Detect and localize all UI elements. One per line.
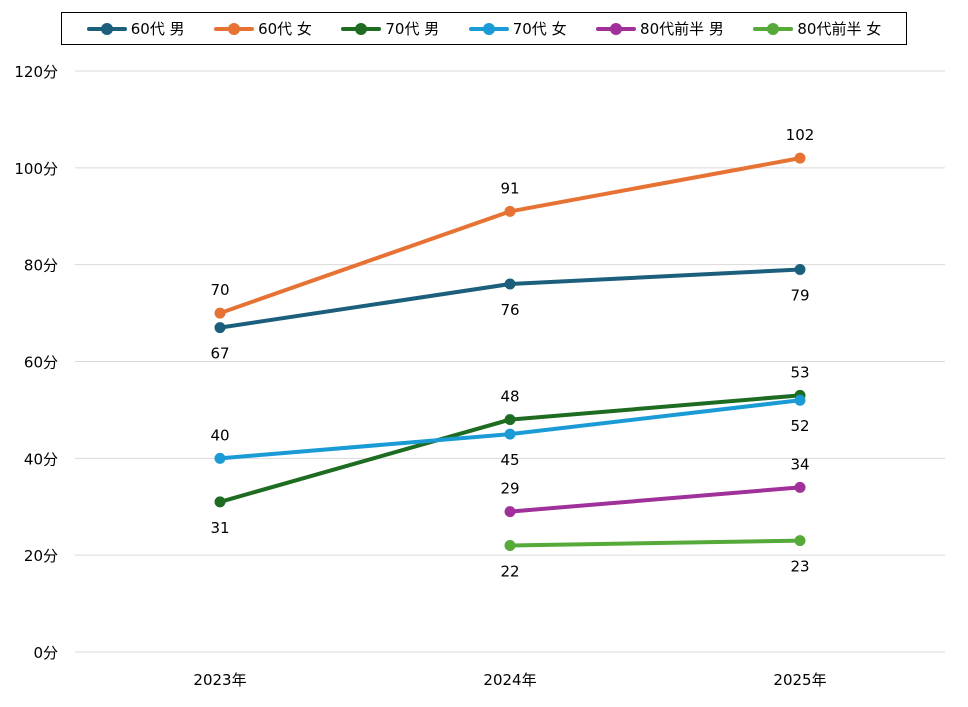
legend: 60代 男 60代 女 70代 男 70代 女 80代前半 男 80代前半 女	[61, 12, 907, 45]
data-point	[794, 535, 806, 547]
x-tick-label: 2023年	[193, 671, 246, 689]
data-point	[794, 152, 806, 164]
y-tick-label: 80分	[24, 257, 58, 275]
y-tick-label: 120分	[14, 63, 58, 81]
y-tick-label: 0分	[33, 644, 58, 662]
data-label: 22	[500, 562, 519, 580]
series-line	[508, 538, 802, 548]
data-label: 70	[210, 281, 229, 299]
legend-label: 70代 男	[385, 20, 440, 38]
legend-label: 70代 女	[512, 20, 567, 38]
data-point	[504, 278, 516, 290]
data-label: 76	[500, 301, 519, 319]
y-tick-label: 100分	[14, 160, 58, 178]
legend-label: 60代 女	[258, 20, 312, 38]
data-point	[504, 539, 516, 551]
y-tick-label: 40分	[24, 450, 58, 468]
data-label: 48	[500, 388, 519, 406]
legend-item: 70代 女	[468, 18, 567, 39]
data-point	[794, 264, 806, 276]
data-label: 52	[790, 417, 809, 435]
data-label: 102	[786, 126, 815, 144]
y-axis-tick-labels: 0分 20分 40分 60分 80分 100分 120分	[14, 63, 58, 662]
data-point	[504, 428, 516, 440]
legend-item: 60代 女	[214, 18, 312, 39]
data-label: 79	[790, 287, 809, 305]
data-label: 29	[500, 480, 519, 498]
legend-marker	[86, 22, 127, 36]
x-tick-label: 2024年	[483, 671, 536, 689]
series-points	[214, 152, 806, 551]
y-tick-label: 20分	[24, 547, 58, 565]
legend-marker	[753, 22, 794, 36]
legend-label: 80代前半 女	[797, 20, 882, 38]
legend-item: 80代前半 女	[753, 18, 881, 39]
legend-item: 80代前半 男	[596, 18, 724, 39]
legend-item: 70代 男	[341, 18, 439, 39]
data-label: 91	[500, 179, 519, 197]
data-label: 67	[210, 345, 229, 363]
data-label: 31	[210, 519, 229, 537]
x-axis-tick-labels: 2023年 2024年 2025年	[193, 671, 826, 689]
data-label: 40	[210, 426, 229, 444]
data-labels: 67 76 79 70 91 102 31 48 53 40 45 52 29 34 22 23	[210, 126, 814, 580]
legend-item: 60代 男	[86, 18, 185, 39]
data-point	[214, 496, 226, 508]
data-point	[504, 414, 516, 426]
data-point	[504, 205, 516, 217]
legend-marker	[341, 22, 382, 36]
data-point	[504, 506, 516, 518]
x-tick-label: 2025年	[773, 671, 826, 689]
series-line	[508, 485, 802, 514]
data-label: 34	[790, 455, 809, 473]
legend-marker	[468, 22, 509, 36]
legend-label: 80代前半 男	[640, 20, 724, 38]
data-point	[794, 394, 806, 406]
legend-label: 60代 男	[130, 20, 185, 38]
data-point	[214, 307, 226, 319]
data-label: 23	[790, 558, 809, 576]
data-point	[214, 452, 226, 464]
legend-marker	[596, 22, 637, 36]
data-point	[214, 322, 226, 334]
y-tick-label: 60分	[24, 354, 58, 372]
data-label: 53	[790, 363, 809, 381]
data-point	[794, 481, 806, 493]
legend-marker	[214, 22, 255, 36]
data-label: 45	[500, 451, 519, 469]
